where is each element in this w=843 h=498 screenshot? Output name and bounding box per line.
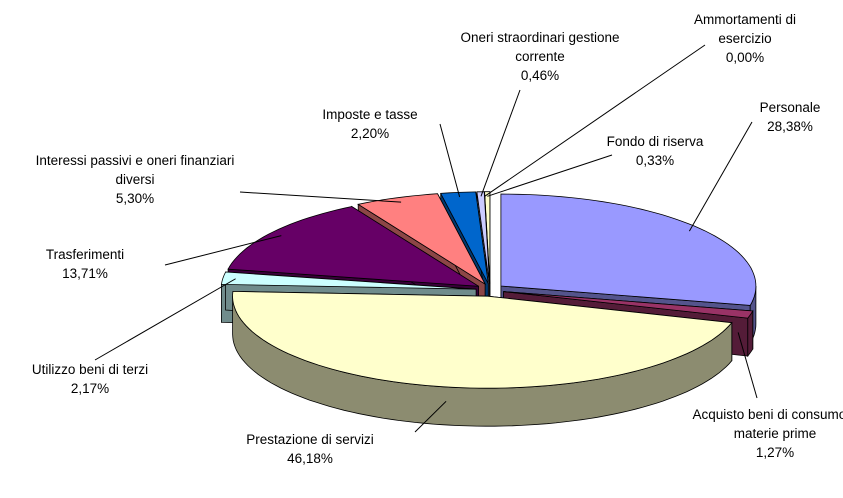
slice-label: Imposte e tasse 2,20% bbox=[290, 105, 450, 143]
slice-label: Personale 28,38% bbox=[735, 98, 843, 136]
leader-line bbox=[439, 123, 461, 198]
slice-label: Prestazione di servizi 46,18% bbox=[215, 430, 405, 468]
label-value: 5,30% bbox=[115, 191, 155, 206]
label-name: Acquisto beni di consumo e materie prime bbox=[692, 407, 843, 441]
label-value: 28,38% bbox=[767, 119, 813, 134]
label-name: Prestazione di servizi bbox=[246, 432, 374, 447]
label-name: Utilizzo beni di terzi bbox=[31, 362, 149, 377]
label-value: 46,18% bbox=[287, 451, 333, 466]
slice bbox=[227, 206, 479, 287]
leader-line bbox=[94, 278, 236, 361]
label-name: Personale bbox=[759, 100, 821, 115]
label-value: 2,17% bbox=[70, 381, 110, 396]
label-value: 0,46% bbox=[520, 68, 560, 83]
label-value: 0,00% bbox=[725, 50, 765, 65]
leader-line bbox=[688, 121, 753, 232]
slice-label: Ammortamenti di esercizio 0,00% bbox=[670, 10, 820, 67]
slice bbox=[500, 193, 757, 306]
label-name: Oneri straordinari gestione corrente bbox=[460, 30, 620, 64]
label-name: Imposte e tasse bbox=[322, 107, 418, 122]
slice-label: Utilizzo beni di terzi 2,17% bbox=[5, 360, 175, 398]
label-value: 0,33% bbox=[635, 153, 675, 168]
leader-line bbox=[737, 332, 758, 399]
leader-line bbox=[487, 154, 613, 197]
label-name: Interessi passivi e oneri finanziari div… bbox=[35, 153, 235, 187]
label-value: 13,71% bbox=[62, 266, 108, 281]
slice-label: Trasferimenti 13,71% bbox=[5, 245, 165, 283]
label-name: Ammortamenti di esercizio bbox=[693, 12, 797, 46]
slice bbox=[220, 271, 477, 290]
leader-line bbox=[480, 89, 521, 197]
leader-line bbox=[239, 191, 402, 203]
slice bbox=[503, 291, 754, 319]
label-name: Trasferimenti bbox=[45, 247, 125, 262]
slice-label: Interessi passivi e oneri finanziari div… bbox=[30, 151, 240, 208]
leader-line bbox=[414, 400, 447, 433]
label-value: 2,20% bbox=[350, 126, 390, 141]
slice bbox=[476, 191, 490, 284]
slice-label: Acquisto beni di consumo e materie prime… bbox=[690, 405, 843, 462]
slice-label: Oneri straordinari gestione corrente 0,46… bbox=[455, 28, 625, 85]
slice bbox=[357, 193, 487, 286]
slice bbox=[232, 290, 733, 389]
leader-line bbox=[164, 235, 282, 266]
label-name: Fondo di riserva bbox=[606, 134, 704, 149]
label-value: 1,27% bbox=[755, 445, 795, 460]
leader-line bbox=[484, 44, 706, 197]
slice-label: Fondo di riserva 0,33% bbox=[580, 132, 730, 170]
